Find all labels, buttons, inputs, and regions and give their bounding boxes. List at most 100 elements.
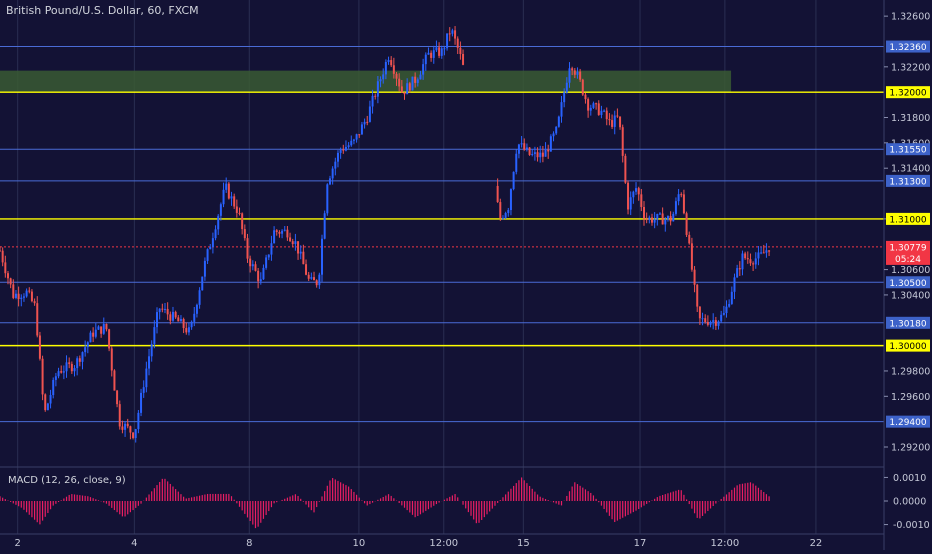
candle-body-86 <box>227 183 230 199</box>
candle-body-34 <box>89 332 92 343</box>
candle-body-257 <box>682 194 685 214</box>
candle-body-169 <box>448 33 451 35</box>
candle-body-285 <box>757 252 760 259</box>
candle-body-197 <box>523 143 526 150</box>
candle-body-15 <box>38 335 41 359</box>
candle-body-11 <box>28 290 31 292</box>
candle-body-19 <box>49 395 52 404</box>
candle-body-200 <box>531 153 534 155</box>
candle-body-95 <box>251 264 254 267</box>
candle-body-266 <box>706 321 709 325</box>
candle-body-103 <box>273 230 276 244</box>
candle-body-160 <box>424 54 427 65</box>
candle-body-287 <box>762 252 765 254</box>
candle-body-272 <box>722 313 725 315</box>
macd-histogram <box>0 477 770 529</box>
candle-body-221 <box>587 99 590 111</box>
candle-body-196 <box>520 143 523 145</box>
candle-body-259 <box>688 234 691 244</box>
candle-body-159 <box>422 64 425 75</box>
candle-body-5 <box>12 284 15 298</box>
candle-body-164 <box>435 47 438 51</box>
candle-body-55 <box>145 368 148 388</box>
resistance-zone <box>0 70 732 93</box>
candle-body-113 <box>299 251 302 254</box>
candle-body-67 <box>177 317 180 322</box>
level-label-1.31550: 1.31550 <box>889 146 926 156</box>
candle-body-156 <box>414 76 417 83</box>
candle-body-213 <box>565 82 568 93</box>
candle-body-204 <box>541 152 544 157</box>
candle-body-7 <box>17 293 20 300</box>
candle-body-155 <box>411 76 414 91</box>
price-tick-label-6: 1.30600 <box>891 265 930 276</box>
candle-body-254 <box>674 201 677 214</box>
candle-body-65 <box>171 311 174 321</box>
time-label-0: 2 <box>14 538 20 549</box>
candle-body-162 <box>430 52 433 58</box>
candle-body-210 <box>557 116 560 127</box>
candle-body-289 <box>768 250 771 252</box>
candle-body-25 <box>65 362 68 372</box>
candle-body-195 <box>517 144 520 154</box>
candle-body-236 <box>627 182 630 210</box>
candle-body-88 <box>233 196 236 207</box>
candle-body-251 <box>666 215 669 220</box>
candle-body-262 <box>696 284 699 307</box>
candle-body-147 <box>390 60 393 66</box>
candle-body-70 <box>185 328 188 333</box>
candle-body-44 <box>116 390 119 405</box>
candle-body-97 <box>257 270 260 282</box>
candle-body-126 <box>334 161 337 169</box>
candle-body-47 <box>124 423 127 430</box>
candle-body-168 <box>446 33 449 49</box>
candle-body-96 <box>254 264 257 271</box>
candle-body-154 <box>408 83 411 91</box>
candle-body-23 <box>60 371 63 373</box>
candle-body-125 <box>331 168 334 179</box>
macd-tick-label-2: -0.0010 <box>893 520 930 531</box>
candle-body-41 <box>108 329 111 349</box>
candle-body-171 <box>454 30 457 39</box>
candle-body-252 <box>669 215 672 222</box>
candle-body-8 <box>20 297 23 300</box>
candle-body-230 <box>611 120 614 127</box>
candle-body-51 <box>134 429 137 438</box>
candle-body-194 <box>515 153 518 172</box>
candle-body-170 <box>451 30 454 34</box>
candle-body-217 <box>576 71 579 75</box>
candle-body-149 <box>395 73 398 79</box>
candle-body-167 <box>443 48 446 50</box>
level-badge-1.31550 <box>886 143 930 156</box>
candle-body-3 <box>6 273 9 279</box>
time-axis[interactable]: 2 4 8 10 12:00 15 17 12:00 22 <box>14 538 822 549</box>
candle-body-231 <box>613 115 616 127</box>
macd-axis[interactable]: 0.0010 0.0000 -0.0010 <box>884 473 930 531</box>
candle-body-157 <box>416 79 419 83</box>
level-badge-1.30000 <box>886 339 930 352</box>
candle-body-26 <box>68 362 71 364</box>
candle-body-142 <box>376 81 379 97</box>
candle-body-12 <box>30 291 33 302</box>
candle-body-216 <box>573 70 576 75</box>
candle-body-13 <box>33 301 36 304</box>
candle-body-274 <box>728 303 731 307</box>
candle-body-132 <box>350 140 353 146</box>
last-price-badge <box>886 240 930 265</box>
candle-body-21 <box>54 376 57 380</box>
level-labels: 1.32360 1.32000 1.31550 1.31300 1.31000 1.305… <box>886 40 930 428</box>
candle-body-209 <box>555 126 558 134</box>
candle-body-48 <box>126 423 129 427</box>
candle-body-127 <box>336 152 339 162</box>
time-label-6: 17 <box>634 538 647 549</box>
candle-body-17 <box>44 394 47 411</box>
level-label-1.30180: 1.30180 <box>889 319 926 329</box>
candle-body-31 <box>81 352 84 362</box>
candle-body-190 <box>504 212 507 218</box>
candle-body-146 <box>387 60 390 62</box>
candle-body-205 <box>544 149 547 157</box>
price-tick-label-2: 1.31800 <box>891 113 930 124</box>
candle-body-136 <box>360 124 363 135</box>
